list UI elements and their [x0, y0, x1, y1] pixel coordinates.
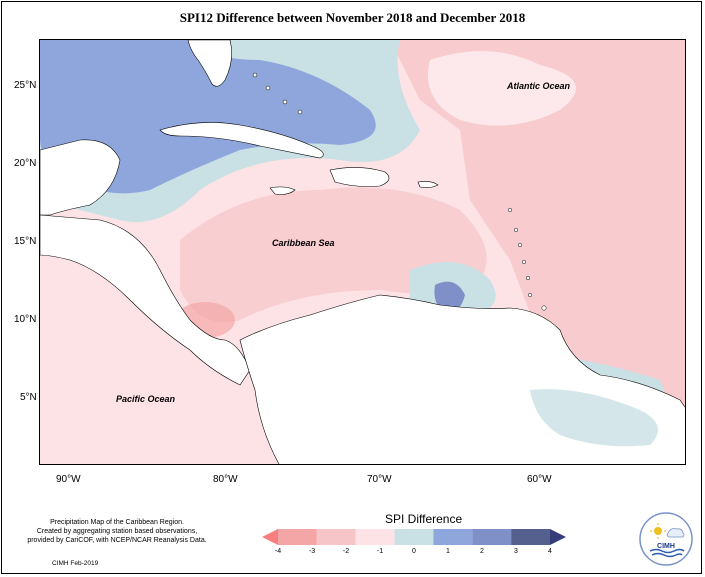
- lon-label-60w: 60°W: [527, 474, 552, 485]
- land-puerto-rico: [417, 181, 439, 188]
- lon-label-70w: 70°W: [367, 474, 392, 485]
- date-stamp: CIMH Feb-2019: [52, 560, 99, 567]
- legend-colorbar: [262, 529, 566, 545]
- lon-label-80w: 80°W: [213, 474, 238, 485]
- land-lesser-antilles-2: [513, 227, 519, 233]
- legend-tick-5: 1: [446, 548, 450, 555]
- land-lesser-antilles-4: [521, 259, 527, 265]
- lat-label-5n: 5°N: [20, 392, 37, 403]
- legend-cell-0: [262, 529, 278, 545]
- land-cuba: [159, 122, 324, 159]
- anomaly-south-america-lightblue: [530, 389, 658, 447]
- land-central-america-south: [40, 214, 251, 386]
- legend-cell-6: [472, 529, 512, 545]
- credits-block: Precipitation Map of the Caribbean Regio…: [22, 518, 212, 545]
- lat-label-25n: 25°N: [14, 80, 37, 91]
- legend-cell-3: [355, 529, 395, 545]
- map-title: SPI12 Difference between November 2018 a…: [179, 10, 526, 25]
- land-bahamas-2: [265, 85, 271, 91]
- legend-tick-7: 3: [514, 548, 518, 555]
- land-florida: [187, 40, 232, 87]
- credits-line-1: Precipitation Map of the Caribbean Regio…: [50, 519, 184, 526]
- logo-text: CIMH: [657, 543, 675, 550]
- cimh-logo: [639, 512, 693, 566]
- legend-cell-2: [316, 529, 356, 545]
- legend-tick-6: 2: [480, 548, 484, 555]
- anomaly-atlantic-white: [428, 51, 576, 126]
- label-pacific-ocean: Pacific Ocean: [116, 394, 176, 404]
- legend-cell-7: [511, 529, 550, 545]
- legend-tick-1: -3: [308, 548, 316, 555]
- legend-tick-3: -1: [376, 548, 384, 555]
- lon-label-90w: 90°W: [56, 474, 81, 485]
- legend-tick-8: 4: [548, 548, 552, 555]
- label-atlantic-ocean: Atlantic Ocean: [507, 81, 571, 91]
- legend-tick-0: -4: [274, 548, 282, 555]
- anomaly-atlantic-pink: [390, 40, 685, 440]
- credits-line-3: provided by CariCOF, with NCEP/NCAR Rean…: [27, 537, 207, 544]
- legend-title: SPI Difference: [385, 512, 463, 526]
- map-canvas: [40, 40, 685, 464]
- land-lesser-antilles-6: [527, 292, 533, 298]
- map-area[interactable]: [39, 39, 686, 465]
- label-caribbean-sea: Caribbean Sea: [272, 238, 335, 248]
- legend-cell-4: [394, 529, 434, 545]
- land-bahamas-3: [282, 99, 288, 105]
- lat-label-15n: 15°N: [14, 236, 37, 247]
- land-bahamas-1: [252, 72, 258, 78]
- land-lesser-antilles-5: [525, 275, 531, 281]
- legend-tick-4: 0: [412, 548, 416, 555]
- land-lesser-antilles-3: [517, 242, 523, 248]
- land-hispaniola: [329, 167, 390, 187]
- legend-cell-8: [550, 529, 566, 545]
- land-central-america: [40, 139, 121, 216]
- credits-line-2: Created by aggregating station based obs…: [36, 528, 198, 535]
- legend-cell-1: [278, 529, 317, 545]
- land-bahamas-4: [297, 109, 303, 115]
- land-jamaica: [269, 186, 296, 195]
- land-lesser-antilles-1: [507, 207, 513, 213]
- legend-cell-5: [433, 529, 473, 545]
- legend-tick-2: -2: [342, 548, 350, 555]
- land-lesser-antilles-7: [541, 305, 547, 311]
- lat-label-10n: 10°N: [14, 314, 37, 325]
- anomaly-bahamas-blue: [40, 40, 376, 194]
- lat-label-20n: 20°N: [14, 158, 37, 169]
- anomaly-venezuela-blue: [434, 281, 465, 313]
